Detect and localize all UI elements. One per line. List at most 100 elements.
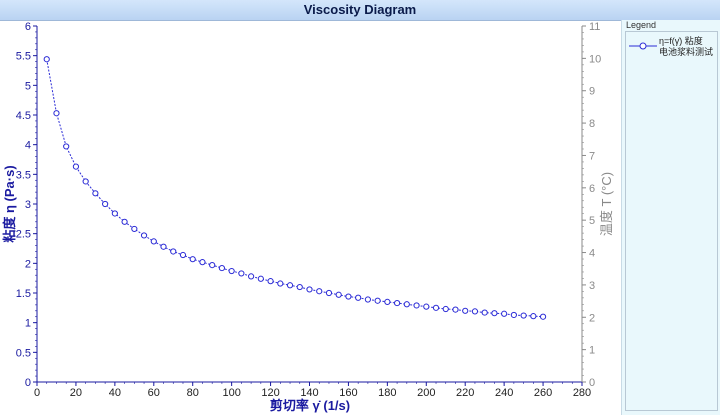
data-point [393, 299, 401, 307]
data-point [345, 293, 352, 300]
data-point [335, 291, 342, 298]
y2-tick-label: 4 [589, 248, 595, 260]
x-tick-label: 100 [222, 387, 240, 399]
x-tick-label: 240 [495, 387, 513, 399]
data-point [432, 304, 440, 311]
data-point [491, 310, 498, 317]
data-point [520, 312, 527, 319]
x-tick-label: 0 [34, 387, 40, 399]
y2-tick-label: 6 [589, 183, 595, 195]
y-tick-label: 3 [25, 199, 31, 211]
x-tick-label: 40 [109, 387, 121, 399]
x-axis-title: 剪切率 γ̇ (1/s) [270, 398, 350, 413]
data-point [384, 298, 391, 305]
data-point [306, 286, 313, 293]
data-point [316, 288, 323, 295]
plot-area [37, 26, 582, 382]
data-point [82, 178, 89, 185]
data-point [150, 238, 157, 245]
data-point [218, 264, 226, 272]
y2-tick-label: 1 [589, 345, 595, 357]
data-point [111, 210, 118, 217]
data-point [442, 305, 449, 313]
y2-tick-label: 2 [589, 312, 595, 324]
y2-tick-label: 9 [589, 86, 595, 98]
data-point [267, 278, 274, 285]
data-point [63, 143, 70, 150]
data-point [325, 289, 333, 297]
x-tick-label: 220 [456, 387, 474, 399]
y-tick-label: 5.5 [16, 51, 31, 63]
data-point [121, 218, 128, 225]
data-point [228, 267, 235, 275]
data-point [286, 282, 294, 289]
data-point [510, 311, 517, 319]
x-tick-label: 260 [534, 387, 552, 399]
series-line [46, 59, 544, 318]
data-point [530, 313, 537, 320]
data-point [160, 243, 167, 250]
y-tick-label: 2.5 [16, 229, 31, 241]
data-point [72, 163, 80, 170]
x-tick-label: 120 [261, 387, 279, 399]
data-point [539, 313, 547, 320]
series-marks [43, 56, 547, 320]
x-tick-label: 60 [148, 387, 160, 399]
x-tick-label: 160 [339, 387, 357, 399]
data-point [257, 275, 264, 282]
data-point [462, 307, 469, 314]
x-tick-label: 80 [187, 387, 199, 399]
y-tick-label: 0 [25, 377, 31, 389]
data-point [238, 270, 245, 277]
y-tick-label: 1 [25, 318, 31, 330]
y-tick-label: 6 [25, 21, 31, 33]
legend-title: Legend [626, 20, 657, 30]
data-point [423, 303, 430, 310]
y-axis-title: 粘度 η (Pa·s) [2, 165, 17, 243]
data-point [92, 190, 99, 197]
y-tick-label: 3.5 [16, 169, 31, 181]
legend-box: η=f(γ̇) 粘度 电池浆料测试 [625, 31, 718, 411]
legend-panel: Legend η=f(γ̇) 粘度 电池浆料测试 [621, 20, 720, 415]
y2-tick-label: 11 [589, 21, 600, 33]
x-tick-label: 180 [378, 387, 396, 399]
data-point [209, 262, 216, 269]
data-point [277, 280, 284, 287]
y2-tick-label: 3 [589, 280, 595, 292]
data-point [452, 306, 459, 313]
y2-tick-label: 10 [589, 53, 601, 65]
data-point [189, 256, 196, 263]
y2-tick-label: 0 [589, 377, 595, 389]
data-point [413, 302, 420, 309]
y-tick-label: 1.5 [16, 288, 31, 300]
y2-tick-label: 5 [589, 215, 595, 227]
data-point [53, 110, 60, 117]
data-point [140, 232, 148, 239]
data-point [471, 308, 479, 315]
chart-title: Viscosity Diagram [0, 0, 720, 21]
legend-swatch-icon [629, 42, 657, 50]
x-tick-label: 200 [417, 387, 435, 399]
data-point [170, 248, 177, 255]
data-point [355, 294, 362, 301]
x-tick-label: 280 [573, 387, 591, 399]
y2-axis-title: 温度 T (°C) [599, 172, 614, 236]
y-tick-label: 4.5 [16, 110, 31, 122]
data-point [501, 310, 508, 317]
data-point [102, 200, 109, 208]
axes: 00.511.522.533.544.555.56012345678910110… [16, 21, 602, 399]
data-point [481, 309, 488, 316]
x-tick-label: 140 [300, 387, 318, 399]
data-point [403, 301, 410, 308]
legend-series-label: η=f(γ̇) 粘度 [659, 36, 703, 46]
data-point [131, 225, 138, 233]
y-tick-label: 5 [25, 80, 31, 92]
legend-series-sublabel: 电池浆料测试 [659, 47, 714, 57]
y-tick-label: 2 [25, 258, 31, 270]
data-point [374, 297, 381, 304]
x-tick-label: 20 [70, 387, 82, 399]
y-tick-label: 4 [25, 140, 31, 152]
data-point [248, 273, 255, 280]
data-point [43, 56, 50, 63]
